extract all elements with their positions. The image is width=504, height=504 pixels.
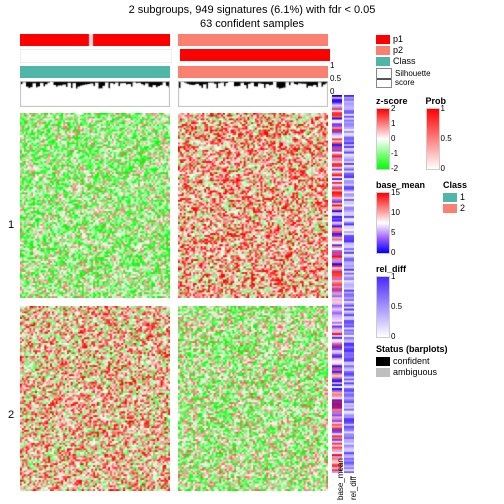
swatch-class bbox=[376, 57, 390, 66]
row-group-label-2: 2 bbox=[8, 409, 14, 421]
side-annotations bbox=[332, 95, 370, 473]
swatch-p1 bbox=[376, 35, 390, 44]
label-confident: confident bbox=[393, 356, 430, 366]
row-group-label-1: 1 bbox=[8, 219, 14, 231]
hm-2-left bbox=[20, 306, 170, 491]
swatch-ambiguous bbox=[376, 368, 390, 377]
legend-column: p1 p2 Class Silhouettescore z-score 210-… bbox=[376, 34, 501, 378]
anno-p1 bbox=[20, 34, 330, 46]
label-ambiguous: ambiguous bbox=[393, 367, 437, 377]
swatch-confident bbox=[376, 357, 390, 366]
title-line-2: 63 confident samples bbox=[0, 17, 504, 31]
label-class: Class bbox=[393, 56, 416, 66]
figure-root: 2 subgroups, 949 signatures (6.1%) with … bbox=[0, 0, 504, 504]
sil-left bbox=[20, 81, 170, 107]
class-left bbox=[20, 66, 170, 78]
sil-right bbox=[178, 81, 328, 107]
class-right bbox=[178, 66, 328, 78]
heatmap-grid bbox=[20, 113, 330, 491]
title-line-1: 2 subgroups, 949 signatures (6.1%) with … bbox=[0, 3, 504, 17]
hm-1-right bbox=[178, 113, 328, 298]
swatch-class-2 bbox=[443, 204, 457, 213]
legend-basemean: 151050 bbox=[376, 192, 425, 254]
title-block: 2 subgroups, 949 signatures (6.1%) with … bbox=[0, 0, 504, 31]
legend-class: Class bbox=[376, 56, 501, 66]
anno-p2 bbox=[20, 49, 330, 63]
label-p2: p2 bbox=[393, 45, 403, 55]
side-label-rel-diff: rel_diff bbox=[349, 476, 358, 500]
sil-tick: 1 bbox=[330, 62, 334, 70]
anno-class bbox=[20, 66, 330, 78]
swatch-p2 bbox=[376, 46, 390, 55]
main-plot-area: 1 2 bbox=[20, 34, 330, 491]
p2-left bbox=[20, 49, 172, 63]
p2-right bbox=[180, 49, 330, 61]
legend-status-conf: confident bbox=[376, 356, 501, 366]
label-silhouette: Silhouettescore bbox=[395, 69, 431, 87]
hm-2-right bbox=[178, 306, 328, 491]
sil-tick: 0.5 bbox=[330, 75, 341, 83]
legend-p1: p1 bbox=[376, 34, 501, 44]
side-label-base-mean: base_mean bbox=[336, 458, 345, 500]
legend-status-title: Status (barplots) bbox=[376, 344, 501, 354]
legend-sil-box: Silhouettescore bbox=[376, 68, 501, 88]
legend-class-title: Class bbox=[443, 180, 467, 190]
legend-reldiff: 10.50 bbox=[376, 276, 501, 338]
legend-status-amb: ambiguous bbox=[376, 367, 501, 377]
legend-prob: 10.50 bbox=[426, 108, 447, 170]
label-class-2: 2 bbox=[460, 203, 465, 213]
hm-1-left bbox=[20, 113, 170, 298]
side-base-mean bbox=[332, 95, 342, 473]
label-p1: p1 bbox=[393, 34, 403, 44]
legend-class-1: 1 bbox=[443, 192, 467, 202]
legend-basemean-title: base_mean bbox=[376, 180, 425, 190]
p1-left bbox=[20, 34, 170, 46]
swatch-class-1 bbox=[443, 193, 457, 202]
legend-class-2: 2 bbox=[443, 203, 467, 213]
legend-zscore: 210-1-2 bbox=[376, 108, 408, 170]
legend-p2: p2 bbox=[376, 45, 501, 55]
side-rel-diff bbox=[344, 95, 354, 473]
label-class-1: 1 bbox=[460, 192, 465, 202]
p1-right bbox=[178, 34, 328, 46]
anno-silhouette bbox=[20, 81, 330, 107]
